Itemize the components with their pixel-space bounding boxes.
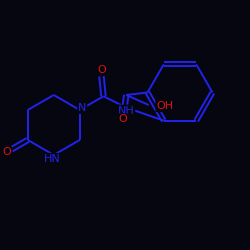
Text: O: O (97, 65, 106, 75)
Text: HN: HN (44, 154, 61, 164)
Text: N: N (78, 103, 86, 113)
Text: OH: OH (156, 101, 174, 111)
Text: O: O (118, 114, 127, 124)
Text: O: O (2, 147, 11, 157)
Text: NH: NH (118, 106, 134, 116)
